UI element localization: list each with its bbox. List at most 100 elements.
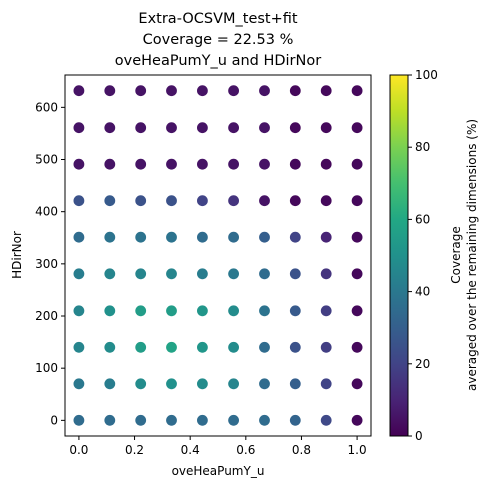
scatter-point — [228, 378, 240, 390]
y-tick-label: 400 — [35, 205, 58, 219]
y-axis-label: HDirNor — [10, 231, 24, 279]
scatter-point — [320, 122, 332, 134]
x-tick-label: 0.4 — [181, 443, 200, 457]
scatter-point — [351, 305, 363, 317]
scatter-point — [289, 195, 301, 207]
scatter-point — [135, 414, 147, 426]
plot-frame — [64, 74, 372, 437]
scatter-point — [289, 85, 301, 97]
scatter-point — [73, 341, 85, 353]
scatter-point — [104, 122, 116, 134]
chart-title-line: oveHeaPumY_u and HDirNor — [115, 53, 321, 69]
scatter-point — [259, 231, 270, 243]
scatter-point — [197, 158, 208, 170]
scatter-point — [228, 158, 240, 170]
scatter-point — [166, 341, 177, 353]
scatter-point — [73, 305, 85, 317]
scatter-point — [197, 305, 208, 317]
scatter-point — [320, 195, 332, 207]
scatter-point — [320, 231, 332, 243]
scatter-point — [104, 231, 116, 243]
scatter-point — [197, 268, 208, 280]
scatter-point — [197, 231, 208, 243]
scatter-point — [135, 85, 147, 97]
y-tick-label: 300 — [35, 257, 58, 271]
scatter-point — [259, 414, 270, 426]
scatter-point — [166, 268, 177, 280]
scatter-point — [228, 85, 240, 97]
scatter-point — [289, 122, 301, 134]
scatter-point — [351, 122, 363, 134]
scatter-point — [166, 195, 177, 207]
scatter-point — [351, 341, 363, 353]
x-tick-label: 0.2 — [125, 443, 144, 457]
colorbar-tick-label: 20 — [415, 357, 430, 371]
scatter-point — [228, 122, 240, 134]
scatter-point — [320, 158, 332, 170]
scatter-point — [289, 341, 301, 353]
x-axis-label: oveHeaPumY_u — [172, 464, 265, 478]
scatter-point — [166, 122, 177, 134]
scatter-point — [104, 414, 116, 426]
scatter-point — [73, 231, 85, 243]
scatter-point — [228, 231, 240, 243]
scatter-point — [73, 378, 85, 390]
scatter-point — [320, 378, 332, 390]
scatter-point — [289, 268, 301, 280]
scatter-point — [259, 195, 270, 207]
scatter-point — [135, 158, 147, 170]
scatter-point — [228, 414, 240, 426]
y-tick-label: 0 — [50, 413, 58, 427]
scatter-point — [104, 341, 116, 353]
colorbar-tick-label: 0 — [415, 429, 423, 443]
scatter-point — [259, 158, 270, 170]
scatter-point — [73, 85, 85, 97]
scatter-point — [135, 305, 147, 317]
scatter-point — [73, 195, 85, 207]
scatter-point — [73, 414, 85, 426]
x-tick-label: 0.6 — [236, 443, 255, 457]
scatter-point — [104, 378, 116, 390]
chart-title-line: Extra-OCSVM_test+fit — [138, 11, 297, 27]
scatter-point — [135, 122, 147, 134]
scatter-point — [166, 231, 177, 243]
scatter-point — [197, 414, 208, 426]
colorbar — [389, 74, 409, 437]
scatter-point — [351, 414, 363, 426]
scatter-point — [259, 378, 270, 390]
scatter-point — [135, 341, 147, 353]
scatter-point — [320, 85, 332, 97]
colorbar-label: averaged over the remaining dimensions (… — [465, 119, 479, 391]
colorbar-tick-label: 80 — [415, 140, 430, 154]
scatter-point — [166, 414, 177, 426]
scatter-point — [135, 195, 147, 207]
scatter-point — [73, 122, 85, 134]
scatter-point — [228, 268, 240, 280]
scatter-point — [289, 414, 301, 426]
colorbar-tick-label: 40 — [415, 285, 430, 299]
x-tick-label: 1.0 — [348, 443, 367, 457]
scatter-point — [351, 195, 363, 207]
y-tick-label: 600 — [35, 100, 58, 114]
scatter-point — [289, 305, 301, 317]
scatter-point — [166, 378, 177, 390]
y-tick-label: 200 — [35, 309, 58, 323]
x-axis: 0.0 0.2 0.4 0.6 0.8 1.0 — [69, 436, 367, 457]
x-tick-label: 0.0 — [69, 443, 88, 457]
scatter-point — [289, 158, 301, 170]
scatter-point — [197, 378, 208, 390]
scatter-point — [135, 268, 147, 280]
scatter-point — [104, 158, 116, 170]
scatter-point — [228, 195, 240, 207]
plot-area — [73, 85, 363, 426]
colorbar-tick-label: 60 — [415, 212, 430, 226]
scatter-point — [259, 341, 270, 353]
x-tick-label: 0.8 — [292, 443, 311, 457]
scatter-point — [259, 85, 270, 97]
scatter-point — [320, 414, 332, 426]
chart-title-line: Coverage = 22.53 % — [143, 32, 294, 48]
scatter-point — [135, 231, 147, 243]
scatter-point — [104, 268, 116, 280]
scatter-point — [166, 305, 177, 317]
scatter-point — [197, 341, 208, 353]
